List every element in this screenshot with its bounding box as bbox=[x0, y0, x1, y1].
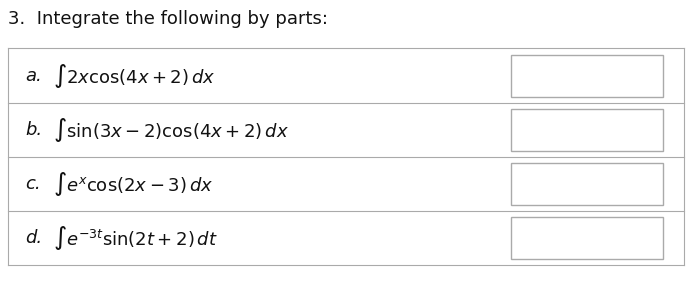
Text: b.: b. bbox=[26, 121, 43, 139]
FancyBboxPatch shape bbox=[511, 55, 663, 98]
FancyBboxPatch shape bbox=[511, 163, 663, 205]
Text: $\int 2x\cos(4x + 2)\, dx$: $\int 2x\cos(4x + 2)\, dx$ bbox=[53, 62, 216, 90]
Text: d.: d. bbox=[26, 229, 43, 247]
Text: 3.  Integrate the following by parts:: 3. Integrate the following by parts: bbox=[8, 10, 328, 28]
FancyBboxPatch shape bbox=[511, 217, 663, 259]
Text: a.: a. bbox=[26, 67, 42, 85]
FancyBboxPatch shape bbox=[511, 109, 663, 151]
Text: c.: c. bbox=[26, 175, 41, 193]
Text: $\int e^{-3t}\sin(2t + 2)\, dt$: $\int e^{-3t}\sin(2t + 2)\, dt$ bbox=[53, 224, 218, 252]
Text: $\int e^x\cos(2x - 3)\, dx$: $\int e^x\cos(2x - 3)\, dx$ bbox=[53, 170, 213, 198]
Text: $\int \sin(3x - 2)\cos(4x + 2)\, dx$: $\int \sin(3x - 2)\cos(4x + 2)\, dx$ bbox=[53, 116, 289, 144]
